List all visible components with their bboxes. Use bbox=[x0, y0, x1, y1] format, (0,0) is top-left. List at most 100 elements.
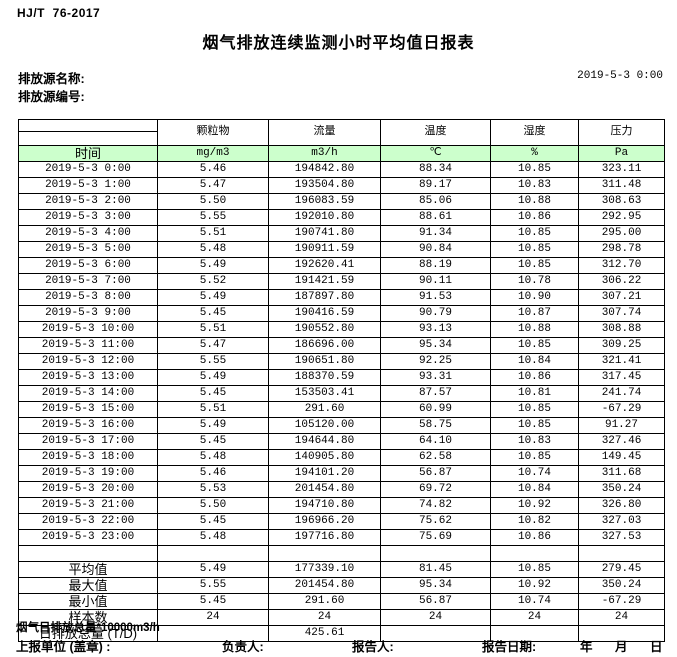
cell-temperature: 87.57 bbox=[380, 385, 491, 402]
table-row: 2019-5-3 0:00 5.46 194842.80 88.34 10.85 323.… bbox=[18, 161, 665, 178]
cell-flow: 140905.80 bbox=[268, 449, 381, 466]
summary-flow: 201454.80 bbox=[268, 577, 381, 594]
day-label: 日 bbox=[650, 640, 663, 654]
cell-flow: 193504.80 bbox=[268, 177, 381, 194]
cell-humidity: 10.83 bbox=[490, 433, 579, 450]
cell-flow: 105120.00 bbox=[268, 417, 381, 434]
cell-time: 2019-5-3 9:00 bbox=[18, 305, 158, 322]
cell-particulate: 5.45 bbox=[157, 513, 269, 530]
table-row: 2019-5-3 21:00 5.50 194710.80 74.82 10.92 326… bbox=[18, 497, 665, 514]
cell-particulate: 5.51 bbox=[157, 401, 269, 418]
standard-code: HJ/T 76-2017 bbox=[17, 6, 101, 20]
cell-pressure: 308.63 bbox=[578, 193, 665, 210]
cell-humidity: 10.85 bbox=[490, 241, 579, 258]
cell-time: 2019-5-3 3:00 bbox=[18, 209, 158, 226]
cell-temperature: 88.19 bbox=[380, 257, 491, 274]
table-row: 2019-5-3 9:00 5.45 190416.59 90.79 10.87 307.… bbox=[18, 305, 665, 322]
summary-temperature: 24 bbox=[380, 609, 491, 626]
cell-time: 2019-5-3 22:00 bbox=[18, 513, 158, 530]
cell-humidity: 10.86 bbox=[490, 209, 579, 226]
cell-temperature: 90.11 bbox=[380, 273, 491, 290]
cell-humidity: 10.88 bbox=[490, 321, 579, 338]
reporting-unit-label: 上报单位 (盖章) : bbox=[16, 640, 111, 654]
summary-temperature: 56.87 bbox=[380, 593, 491, 610]
summary-particulate: 5.55 bbox=[157, 577, 269, 594]
cell-pressure: 91.27 bbox=[578, 417, 665, 434]
table-row: 2019-5-3 4:00 5.51 190741.80 91.34 10.85 295.… bbox=[18, 225, 665, 242]
table-row: 2019-5-3 19:00 5.46 194101.20 56.87 10.74 311… bbox=[18, 465, 665, 482]
cell-pressure: 311.48 bbox=[578, 177, 665, 194]
summary-humidity: 10.92 bbox=[490, 577, 579, 594]
summary-pressure: -67.29 bbox=[578, 593, 665, 610]
spacer-cell bbox=[157, 545, 269, 562]
cell-particulate: 5.49 bbox=[157, 289, 269, 306]
spacer-cell bbox=[268, 545, 381, 562]
cell-humidity: 10.84 bbox=[490, 481, 579, 498]
cell-temperature: 74.82 bbox=[380, 497, 491, 514]
spacer-cell bbox=[380, 545, 491, 562]
month-label: 月 bbox=[615, 640, 628, 654]
cell-particulate: 5.46 bbox=[157, 465, 269, 482]
summary-flow: 24 bbox=[268, 609, 381, 626]
cell-particulate: 5.53 bbox=[157, 481, 269, 498]
cell-time: 2019-5-3 2:00 bbox=[18, 193, 158, 210]
cell-humidity: 10.78 bbox=[490, 273, 579, 290]
table-header-units: 时间 mg/m3 m3/h ℃ % Pa bbox=[18, 145, 665, 162]
cell-flow: 190416.59 bbox=[268, 305, 381, 322]
summary-particulate: 5.45 bbox=[157, 593, 269, 610]
cell-particulate: 5.49 bbox=[157, 369, 269, 386]
cell-humidity: 10.88 bbox=[490, 193, 579, 210]
cell-particulate: 5.55 bbox=[157, 353, 269, 370]
cell-pressure: 295.00 bbox=[578, 225, 665, 242]
person-in-charge-label: 负责人: bbox=[222, 640, 264, 654]
cell-pressure: 292.95 bbox=[578, 209, 665, 226]
table-row: 2019-5-3 14:00 5.45 153503.41 87.57 10.81 241… bbox=[18, 385, 665, 402]
summary-flow: 291.60 bbox=[268, 593, 381, 610]
summary-row: 日排放总量 (T/D) 425.61 bbox=[18, 625, 665, 642]
cell-pressure: -67.29 bbox=[578, 401, 665, 418]
cell-temperature: 62.58 bbox=[380, 449, 491, 466]
signature-row: 上报单位 (盖章) : 负责人: 报告人: 报告日期: 年 月 日 bbox=[0, 636, 677, 654]
summary-pressure bbox=[578, 625, 665, 642]
cell-time: 2019-5-3 18:00 bbox=[18, 449, 158, 466]
cell-flow: 201454.80 bbox=[268, 481, 381, 498]
cell-temperature: 90.79 bbox=[380, 305, 491, 322]
summary-label: 最小值 bbox=[18, 593, 158, 610]
summary-label: 最大值 bbox=[18, 577, 158, 594]
cell-pressure: 327.03 bbox=[578, 513, 665, 530]
cell-humidity: 10.85 bbox=[490, 337, 579, 354]
cell-temperature: 93.31 bbox=[380, 369, 491, 386]
source-name-label: 排放源名称: bbox=[18, 72, 85, 86]
table-row: 2019-5-3 11:00 5.47 186696.00 95.34 10.85 309… bbox=[18, 337, 665, 354]
header-humidity: 湿度 bbox=[490, 119, 579, 146]
cell-flow: 196966.20 bbox=[268, 513, 381, 530]
cell-humidity: 10.84 bbox=[490, 353, 579, 370]
table-row: 2019-5-3 17:00 5.45 194644.80 64.10 10.83 327… bbox=[18, 433, 665, 450]
cell-temperature: 75.69 bbox=[380, 529, 491, 546]
cell-time: 2019-5-3 20:00 bbox=[18, 481, 158, 498]
cell-pressure: 311.68 bbox=[578, 465, 665, 482]
cell-temperature: 92.25 bbox=[380, 353, 491, 370]
cell-particulate: 5.45 bbox=[157, 305, 269, 322]
reporter-label: 报告人: bbox=[352, 640, 394, 654]
cell-pressure: 309.25 bbox=[578, 337, 665, 354]
cell-flow: 194842.80 bbox=[268, 161, 381, 178]
hourly-average-table: 颗粒物 流量 温度 湿度 压力 时间 mg/m3 m3/h ℃ % Pa 201… bbox=[18, 119, 665, 642]
cell-time: 2019-5-3 10:00 bbox=[18, 321, 158, 338]
cell-temperature: 58.75 bbox=[380, 417, 491, 434]
cell-particulate: 5.50 bbox=[157, 193, 269, 210]
cell-particulate: 5.52 bbox=[157, 273, 269, 290]
cell-time: 2019-5-3 0:00 bbox=[18, 161, 158, 178]
summary-row: 最小值 5.45 291.60 56.87 10.74 -67.29 bbox=[18, 593, 665, 610]
header-pressure: 压力 bbox=[578, 119, 665, 146]
cell-temperature: 60.99 bbox=[380, 401, 491, 418]
cell-flow: 190911.59 bbox=[268, 241, 381, 258]
table-row: 2019-5-3 7:00 5.52 191421.59 90.11 10.78 306.… bbox=[18, 273, 665, 290]
cell-time: 2019-5-3 17:00 bbox=[18, 433, 158, 450]
summary-label: 日排放总量 (T/D) bbox=[18, 625, 158, 642]
summary-pressure: 24 bbox=[578, 609, 665, 626]
summary-row: 最大值 5.55 201454.80 95.34 10.92 350.24 bbox=[18, 577, 665, 594]
summary-humidity: 10.85 bbox=[490, 561, 579, 578]
cell-temperature: 85.06 bbox=[380, 193, 491, 210]
unit-flow: m3/h bbox=[268, 145, 381, 162]
